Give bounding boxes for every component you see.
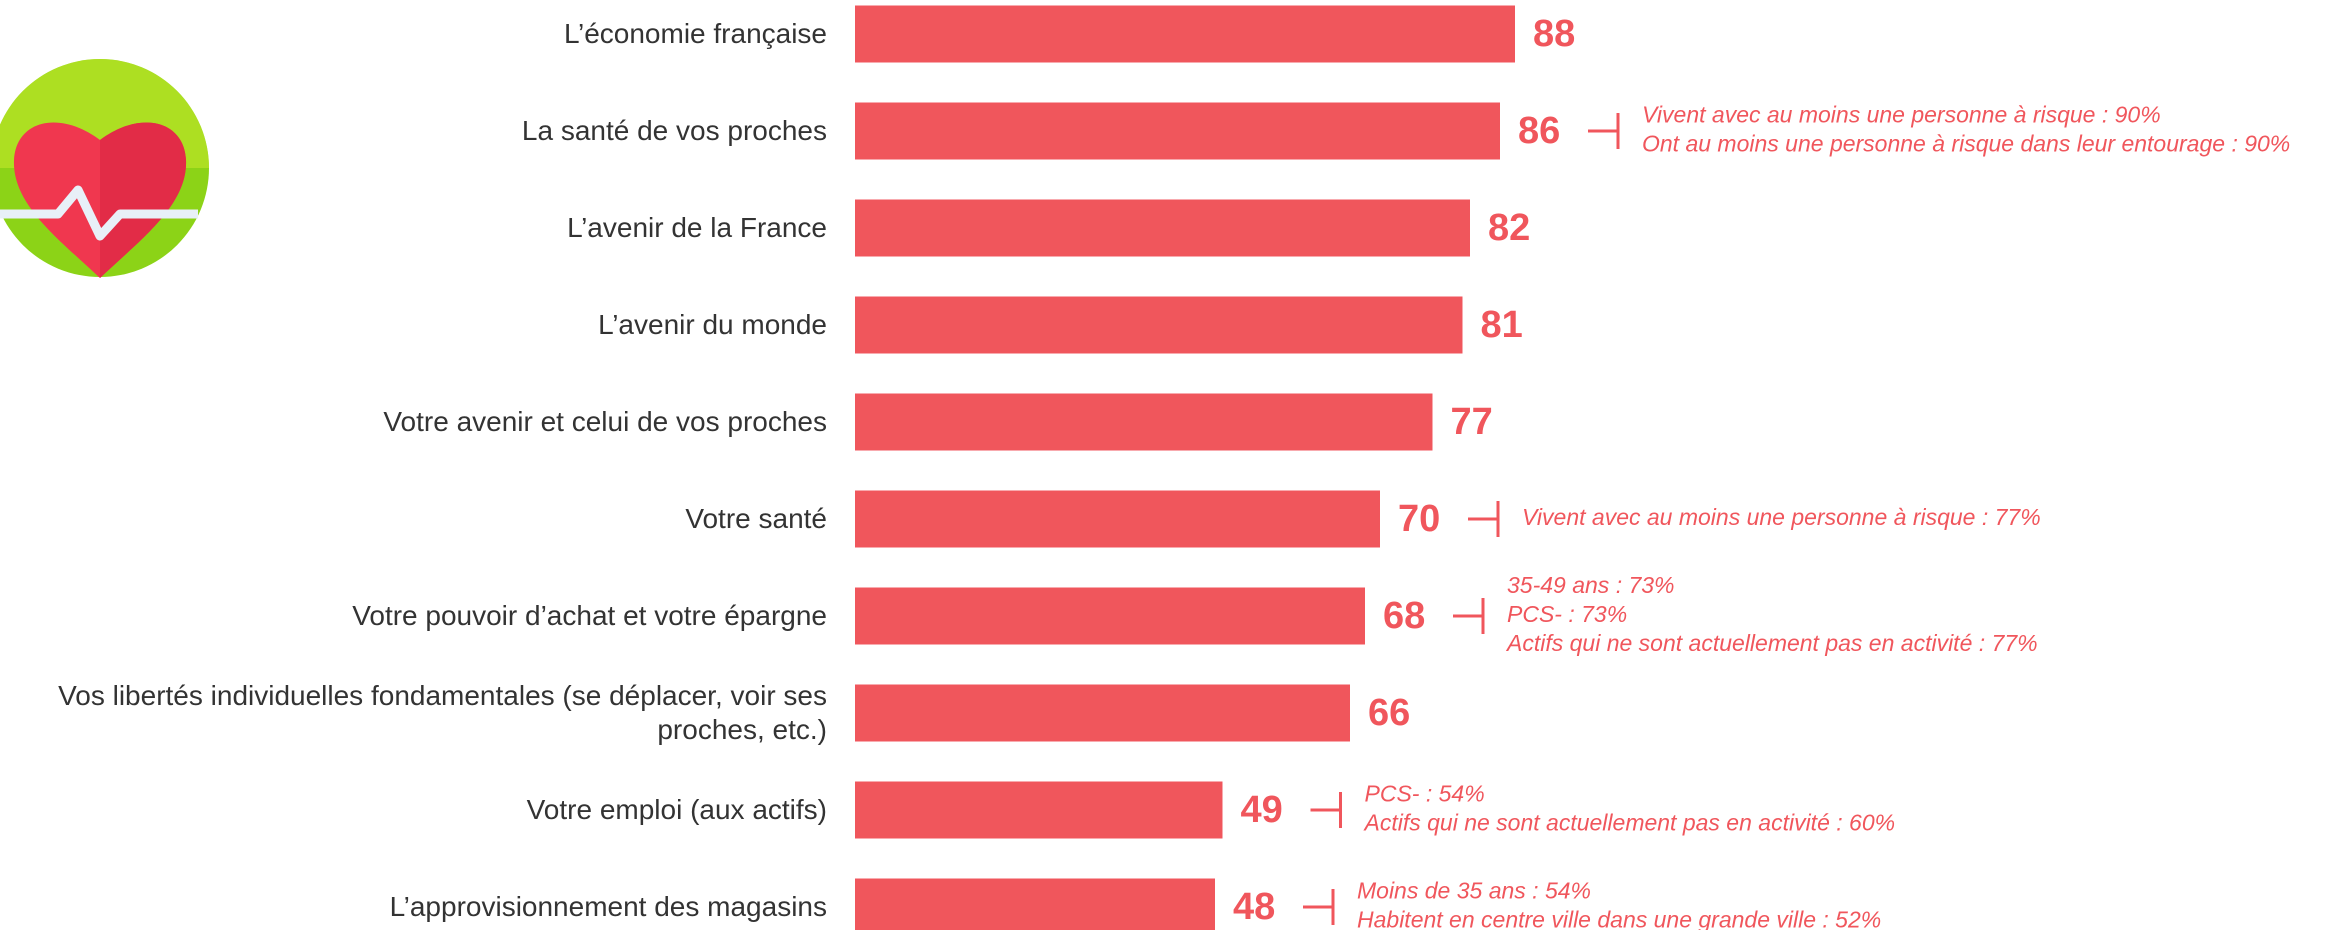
bar	[855, 199, 1470, 257]
bar	[855, 587, 1365, 645]
value-label: 77	[1451, 401, 1493, 443]
annotation: Moins de 35 ans : 54%	[1357, 878, 1591, 904]
bar	[855, 781, 1223, 839]
annotation: Vivent avec au moins une personne à risq…	[1642, 102, 2161, 128]
annotation: Habitent en centre ville dans une grande…	[1357, 907, 1881, 930]
annotation: Vivent avec au moins une personne à risq…	[1522, 504, 2041, 530]
heart-icon	[0, 59, 209, 278]
category-label: L’approvisionnement des magasins	[389, 891, 827, 922]
bar	[855, 878, 1215, 930]
bar	[855, 5, 1515, 63]
value-label: 82	[1488, 207, 1530, 249]
bar	[855, 102, 1500, 160]
bar	[855, 296, 1463, 354]
value-label: 66	[1368, 692, 1410, 734]
bar	[855, 393, 1433, 451]
annotation: PCS- : 73%	[1507, 601, 1627, 627]
bar	[855, 684, 1350, 742]
value-label: 86	[1518, 110, 1560, 152]
value-label: 49	[1241, 789, 1283, 831]
annotation: 35-49 ans : 73%	[1507, 572, 1675, 598]
annotation: Actifs qui ne sont actuellement pas en a…	[1505, 630, 2038, 656]
category-label: Votre emploi (aux actifs)	[526, 794, 827, 825]
value-label: 81	[1481, 304, 1523, 346]
category-label: Votre santé	[685, 503, 827, 534]
value-label: 68	[1383, 595, 1425, 637]
category-label: L’économie française	[563, 18, 827, 49]
annotation: Actifs qui ne sont actuellement pas en a…	[1363, 810, 1896, 836]
bar	[855, 490, 1380, 548]
value-label: 88	[1533, 13, 1575, 55]
category-label: Votre avenir et celui de vos proches	[383, 406, 827, 437]
value-label: 48	[1233, 886, 1275, 928]
category-label: Votre pouvoir d’achat et votre épargne	[352, 600, 827, 631]
category-label: Vos libertés individuelles fondamentales…	[58, 680, 827, 745]
category-label: L’avenir de la France	[567, 212, 827, 243]
annotation: PCS- : 54%	[1365, 781, 1485, 807]
category-label: L’avenir du monde	[598, 309, 827, 340]
annotation: Ont au moins une personne à risque dans …	[1642, 131, 2290, 157]
category-label: La santé de vos proches	[521, 115, 827, 146]
value-label: 70	[1398, 498, 1440, 540]
